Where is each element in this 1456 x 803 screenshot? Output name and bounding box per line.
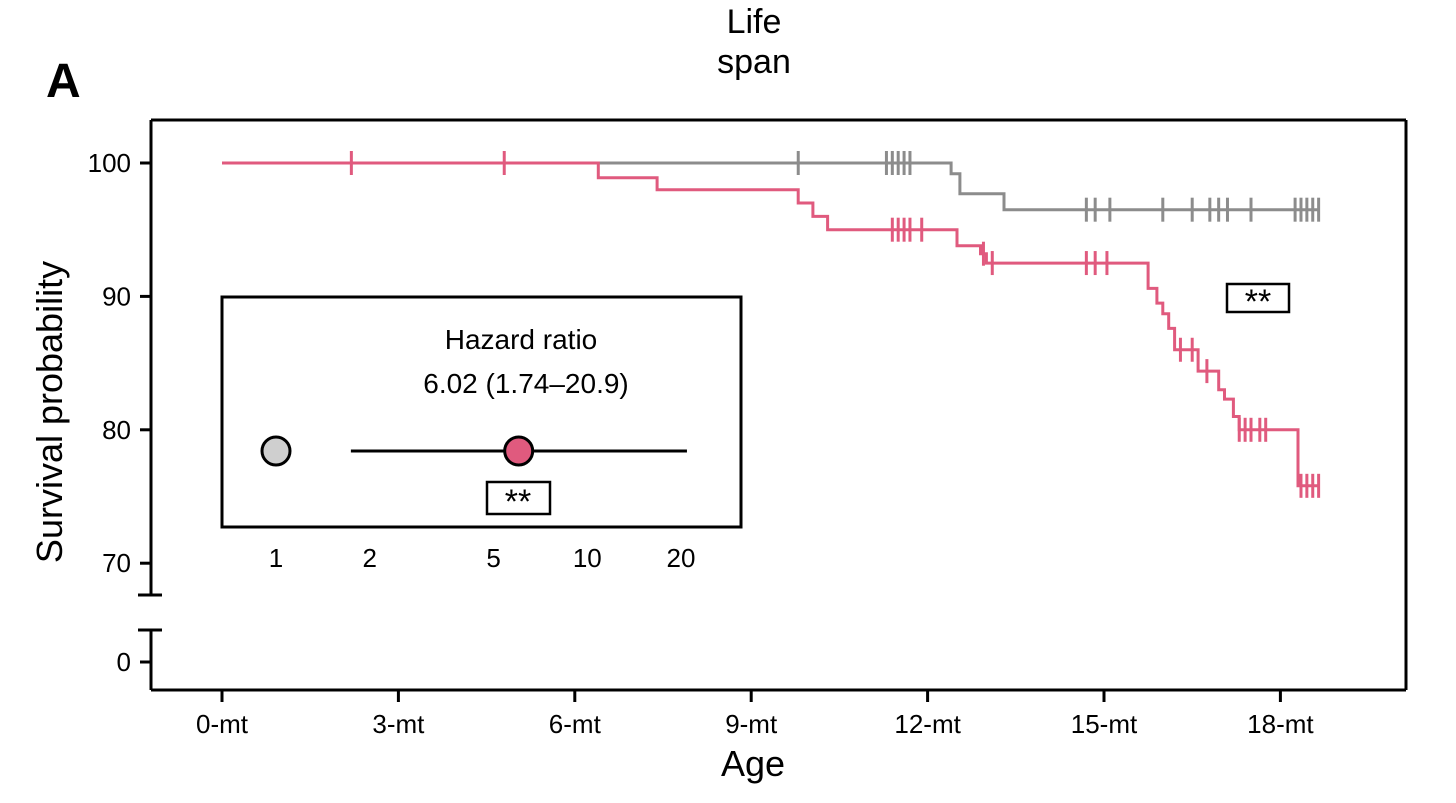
survival-line-treatment xyxy=(222,161,1319,488)
y-tick-label: 0 xyxy=(117,647,131,677)
chart-title-line-2: span xyxy=(717,43,791,81)
x-axis-label: Age xyxy=(721,743,785,784)
y-tick-label: 90 xyxy=(102,281,131,311)
x-tick-label: 15-mt xyxy=(1071,709,1138,739)
inset-title-line-2: 6.02 (1.74–20.9) xyxy=(423,368,629,399)
chart-title-line-1: Life xyxy=(727,3,782,41)
reference-point xyxy=(260,435,292,467)
x-tick-label: 18-mt xyxy=(1247,709,1314,739)
series-control xyxy=(222,151,1321,222)
inset-x-tick-label: 2 xyxy=(362,543,376,573)
hazard-ratio-point xyxy=(503,435,535,467)
panel-label: A xyxy=(46,55,81,108)
inset-x-tick-label: 1 xyxy=(269,543,283,573)
survival-line-control xyxy=(222,161,1319,212)
series-treatment xyxy=(222,151,1321,498)
x-ticks: 0-mt 3-mt 6-mt 9-mt 12-mt 15-mt 18-mt xyxy=(196,690,1314,739)
significance-box xyxy=(1225,282,1291,314)
x-tick-label: 3-mt xyxy=(372,709,425,739)
inset-x-tick-label: 20 xyxy=(667,543,696,573)
y-axis-label: Survival probability xyxy=(29,261,70,563)
y-ticks: 100 90 80 70 0 xyxy=(88,148,151,677)
x-tick-label: 9-mt xyxy=(725,709,778,739)
x-tick-label: 0-mt xyxy=(196,709,249,739)
y-tick-label: 80 xyxy=(102,415,131,445)
x-tick-label: 12-mt xyxy=(894,709,961,739)
y-tick-label: 100 xyxy=(88,148,131,178)
inset-frame xyxy=(220,295,743,529)
significance-label: ** xyxy=(1245,283,1271,321)
inset-title-line-1: Hazard ratio xyxy=(445,324,598,355)
survival-curves xyxy=(222,151,1321,498)
hazard-ratio-inset: Hazard ratio 6.02 (1.74–20.9) ** 1 2 5 10 20 xyxy=(220,295,743,573)
inset-significance-box xyxy=(485,480,552,516)
y-tick-label: 70 xyxy=(102,548,131,578)
inset-x-tick-label: 5 xyxy=(486,543,500,573)
x-tick-label: 6-mt xyxy=(549,709,602,739)
inset-significance-label: ** xyxy=(505,483,531,521)
inset-x-ticks: 1 2 5 10 20 xyxy=(269,543,696,573)
inset-x-tick-label: 10 xyxy=(573,543,602,573)
